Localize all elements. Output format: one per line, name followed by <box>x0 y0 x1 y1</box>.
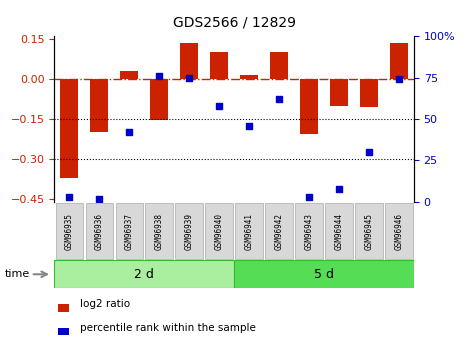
FancyBboxPatch shape <box>385 203 412 259</box>
Text: GSM96944: GSM96944 <box>334 213 343 250</box>
Point <box>275 96 283 102</box>
Bar <box>61 79 79 178</box>
Text: 2 d: 2 d <box>134 268 154 281</box>
FancyBboxPatch shape <box>325 203 353 259</box>
FancyBboxPatch shape <box>115 203 143 259</box>
FancyBboxPatch shape <box>355 203 383 259</box>
FancyBboxPatch shape <box>56 203 83 259</box>
Text: GSM96937: GSM96937 <box>125 213 134 250</box>
Bar <box>330 79 348 106</box>
Bar <box>150 79 168 120</box>
Point <box>365 149 373 155</box>
Bar <box>270 52 288 79</box>
Text: GSM96946: GSM96946 <box>394 213 403 250</box>
FancyBboxPatch shape <box>205 203 233 259</box>
Bar <box>90 79 108 132</box>
Bar <box>180 43 198 79</box>
Text: log2 ratio: log2 ratio <box>79 299 130 309</box>
Text: GSM96940: GSM96940 <box>215 213 224 250</box>
Bar <box>390 43 408 79</box>
Bar <box>54 260 234 288</box>
Bar <box>240 75 258 79</box>
Text: GSM96942: GSM96942 <box>274 213 284 250</box>
Text: GSM96945: GSM96945 <box>364 213 374 250</box>
Text: 5 d: 5 d <box>314 268 334 281</box>
Text: GSM96936: GSM96936 <box>95 213 104 250</box>
Point <box>215 103 223 109</box>
FancyBboxPatch shape <box>146 203 173 259</box>
Point <box>156 73 163 79</box>
Text: GDS2566 / 12829: GDS2566 / 12829 <box>173 16 296 30</box>
Bar <box>210 52 228 79</box>
Bar <box>234 260 414 288</box>
Text: time: time <box>5 269 30 279</box>
Point <box>66 194 73 200</box>
Bar <box>58 328 69 335</box>
Point <box>335 186 343 191</box>
Point <box>96 196 103 201</box>
FancyBboxPatch shape <box>265 203 293 259</box>
Text: GSM96939: GSM96939 <box>184 213 194 250</box>
Text: GSM96938: GSM96938 <box>155 213 164 250</box>
Point <box>395 77 403 82</box>
Point <box>305 194 313 200</box>
Text: GSM96941: GSM96941 <box>245 213 254 250</box>
Text: GSM96943: GSM96943 <box>305 213 314 250</box>
FancyBboxPatch shape <box>86 203 113 259</box>
Text: GSM96935: GSM96935 <box>65 213 74 250</box>
FancyBboxPatch shape <box>175 203 203 259</box>
Bar <box>58 304 69 312</box>
Point <box>245 123 253 128</box>
Text: percentile rank within the sample: percentile rank within the sample <box>79 323 255 333</box>
FancyBboxPatch shape <box>295 203 323 259</box>
FancyBboxPatch shape <box>236 203 263 259</box>
Bar <box>360 79 378 107</box>
Bar <box>120 71 138 79</box>
Bar <box>300 79 318 134</box>
Point <box>125 129 133 135</box>
Point <box>185 75 193 80</box>
